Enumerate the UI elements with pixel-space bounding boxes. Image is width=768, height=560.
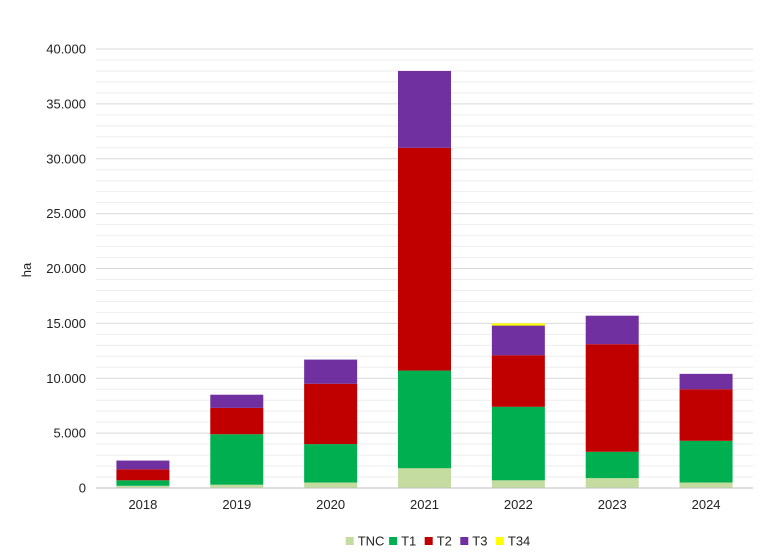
legend-swatch-t2 — [424, 537, 433, 545]
legend-label-t1: T1 — [401, 534, 416, 549]
y-tick-label: 40.000 — [46, 42, 86, 57]
x-tick-label: 2024 — [692, 497, 721, 512]
bar-segment-t1-2022 — [491, 406, 545, 481]
bar-segment-t2-2021 — [398, 147, 451, 371]
x-tick-label: 2021 — [410, 497, 439, 512]
bar-segment-tnc-2023 — [585, 478, 639, 488]
bar-segment-t3-2020 — [304, 359, 358, 384]
bar-segment-t2-2020 — [304, 383, 358, 445]
bar-segment-t3-2022 — [491, 325, 545, 356]
y-tick-label: 10.000 — [46, 371, 86, 386]
bar-segment-t1-2018 — [116, 480, 170, 486]
legend-swatch-t34 — [495, 537, 504, 545]
axes: 0 5.000 10.000 15.000 20.000 25.000 30.000 35.0… — [46, 42, 753, 512]
y-tick-label: 0 — [79, 481, 86, 496]
legend-swatch-tnc — [345, 537, 354, 545]
legend-label-t2: T2 — [437, 534, 452, 549]
bar-segment-tnc-2022 — [491, 480, 545, 488]
x-tick-label: 2022 — [504, 497, 533, 512]
legend: TNC T1 T2 T3 T34 — [345, 534, 530, 549]
bar-segment-tnc-2018 — [116, 485, 170, 488]
bar-segment-t1-2020 — [304, 444, 358, 483]
x-tick-label: 2019 — [222, 497, 251, 512]
bar-segment-t2-2019 — [210, 407, 264, 435]
bar-segment-t2-2024 — [679, 389, 733, 441]
bar-segment-t3-2019 — [210, 394, 264, 408]
y-tick-label: 25.000 — [46, 206, 86, 221]
y-tick-label: 35.000 — [46, 96, 86, 111]
y-tick-label: 5.000 — [53, 426, 86, 441]
bar-segment-t3-2023 — [585, 315, 639, 345]
bar-segment-t1-2021 — [398, 370, 451, 469]
bar-segment-tnc-2021 — [398, 468, 451, 488]
legend-label-t3: T3 — [472, 534, 487, 549]
bar-segment-tnc-2024 — [679, 482, 733, 488]
x-tick-label: 2018 — [128, 497, 157, 512]
legend-swatch-t3 — [460, 537, 469, 545]
bar-segment-t3-2024 — [679, 373, 733, 390]
bar-segment-t1-2023 — [585, 451, 639, 479]
y-tick-label: 30.000 — [46, 151, 86, 166]
bars — [116, 70, 733, 488]
legend-label-tnc: TNC — [358, 534, 385, 549]
bar-segment-tnc-2020 — [304, 482, 358, 488]
legend-swatch-t1 — [389, 537, 398, 545]
x-tick-label: 2020 — [316, 497, 345, 512]
bar-segment-tnc-2019 — [210, 484, 264, 488]
bar-segment-t2-2022 — [491, 355, 545, 407]
bar-segment-t2-2018 — [116, 469, 170, 481]
bar-segment-t3-2021 — [398, 70, 451, 148]
y-axis-title: ha — [19, 262, 34, 277]
bar-segment-t2-2023 — [585, 344, 639, 452]
y-tick-label: 20.000 — [46, 261, 86, 276]
x-tick-label: 2023 — [598, 497, 627, 512]
bar-segment-t1-2024 — [679, 440, 733, 483]
y-tick-label: 15.000 — [46, 316, 86, 331]
legend-label-t34: T34 — [508, 534, 530, 549]
bar-segment-t3-2018 — [116, 460, 170, 470]
bar-segment-t1-2019 — [210, 434, 264, 485]
bar-segment-t34-2022 — [491, 323, 545, 326]
